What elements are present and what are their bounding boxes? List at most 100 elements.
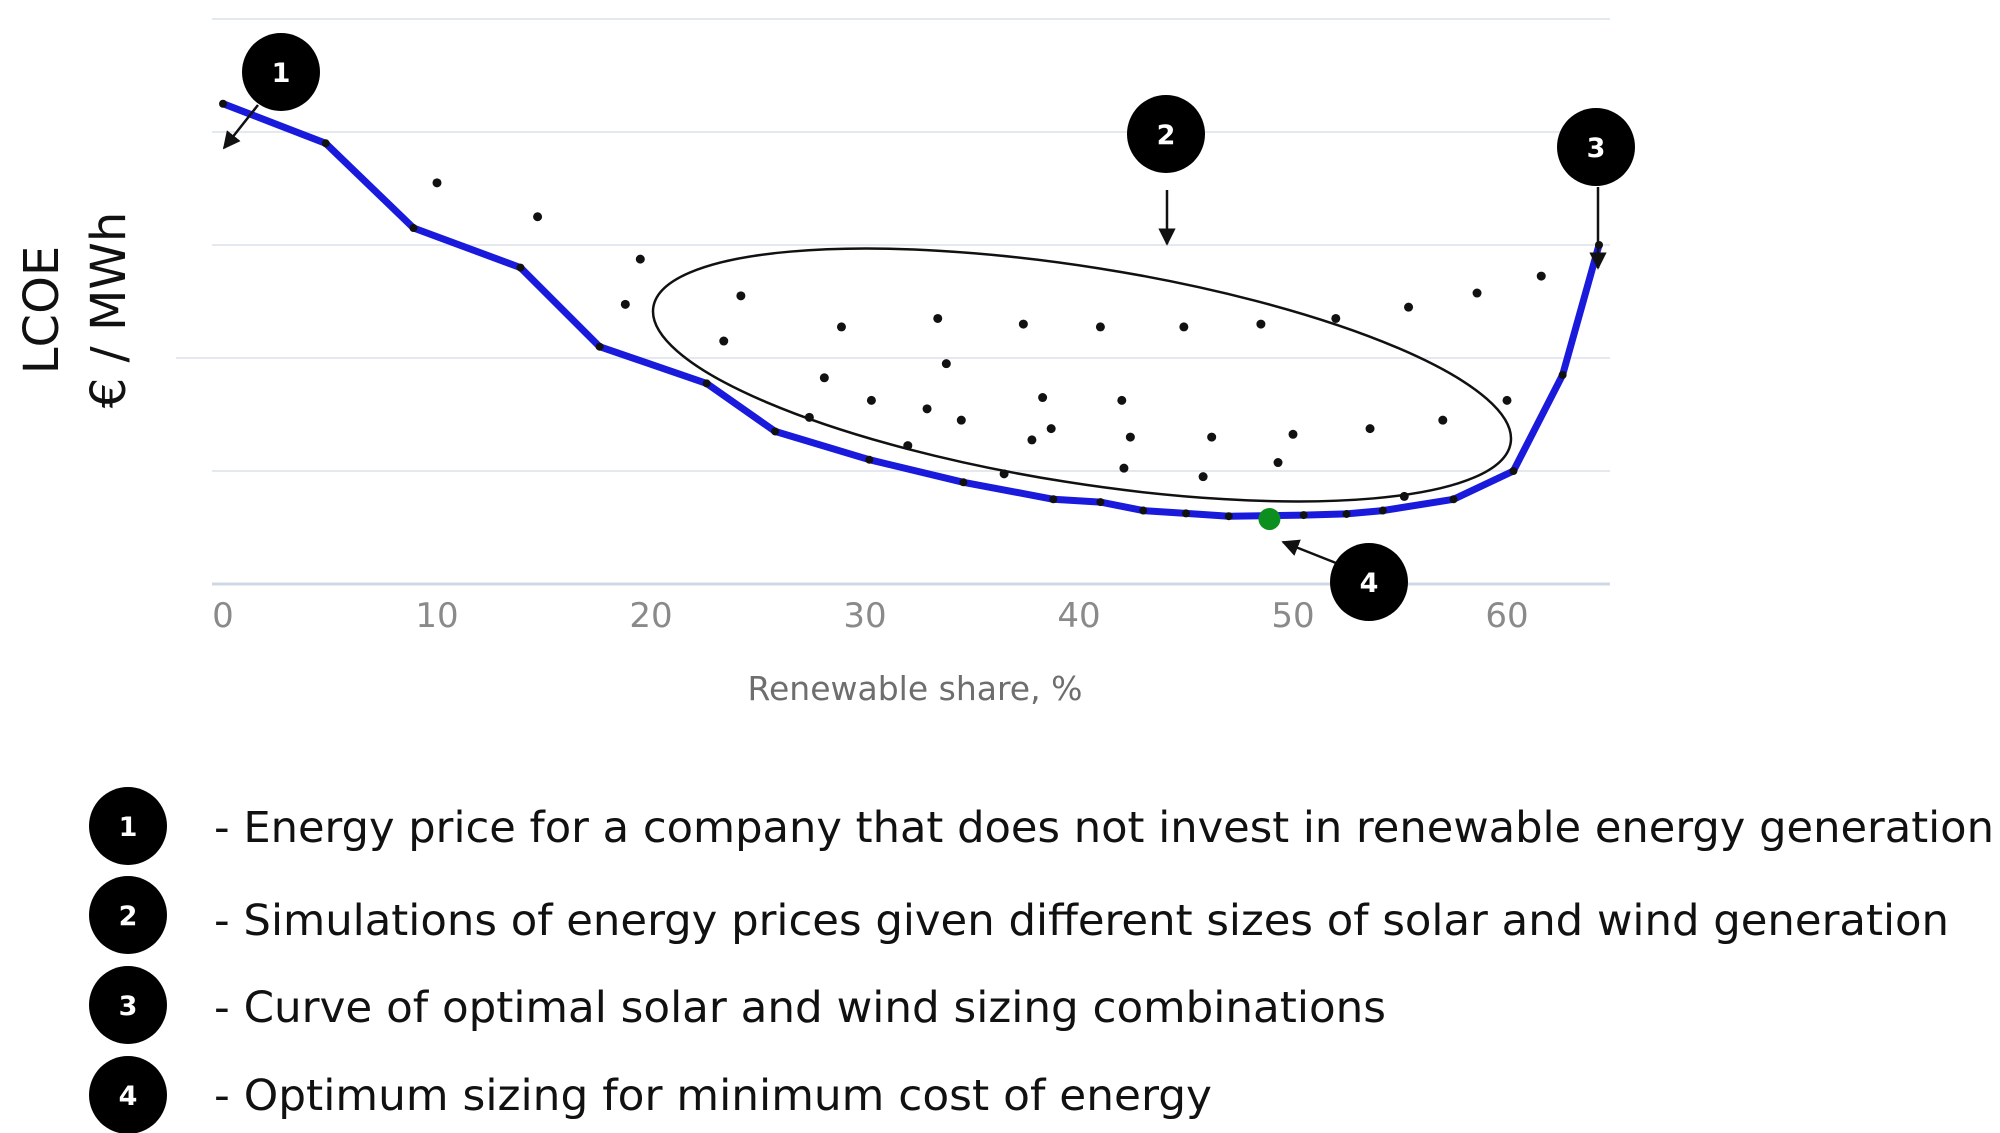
x-tick-labels: 0 10 20 30 40 50 60: [212, 596, 1528, 636]
annotation-1-arrow: [222, 104, 259, 150]
curve-point: [1182, 509, 1190, 518]
simulation-point: [719, 336, 729, 346]
legend-badge: [89, 787, 167, 865]
curve-point: [219, 99, 227, 108]
simulation-point: [1502, 395, 1512, 405]
legend-text: - Energy price for a company that does n…: [214, 803, 1994, 853]
curve-point: [595, 342, 604, 351]
legend-item: 3 - Curve of optimal solar and wind sizi…: [89, 966, 1386, 1044]
curve-point: [1096, 498, 1105, 507]
curve-point: [771, 427, 780, 436]
simulation-point: [1038, 393, 1048, 403]
y-axis-label: LCOE € / MWh: [14, 212, 137, 409]
simulation-point: [922, 404, 932, 414]
simulation-point: [941, 359, 951, 369]
simulation-point: [1119, 463, 1129, 473]
legend-badge-number: 4: [119, 1081, 138, 1112]
x-tick-label: 50: [1271, 596, 1314, 636]
simulation-point: [1273, 458, 1283, 468]
curve-point: [702, 379, 711, 388]
annotation-3-badge: [1557, 108, 1635, 186]
simulation-point: [956, 415, 966, 425]
simulation-point: [1472, 288, 1482, 298]
curve-point: [1509, 467, 1518, 475]
optimal-curve-points: [219, 99, 1604, 521]
legend-badge: [89, 966, 167, 1044]
legend-badge-number: 3: [119, 991, 138, 1022]
optimal-curve-line: [221, 100, 1603, 520]
annotation-2: 2: [1127, 95, 1205, 246]
legend-badge-number: 2: [119, 901, 138, 932]
simulation-point: [1536, 271, 1546, 281]
simulation-ellipse: [651, 247, 1513, 503]
annotation-2-number: 2: [1157, 120, 1176, 151]
annotation-4-badge: [1330, 543, 1408, 621]
y-axis-label-line-1: LCOE: [14, 246, 70, 374]
curve-point: [1224, 512, 1233, 521]
simulation-point: [635, 254, 645, 264]
annotation-4-arrow: [1281, 539, 1337, 565]
annotation-1-number: 1: [272, 58, 291, 89]
curve-point: [1049, 495, 1058, 504]
legend-text: - Curve of optimal solar and wind sizing…: [214, 983, 1386, 1033]
legend: 1 - Energy price for a company that does…: [89, 787, 1994, 1133]
curve-point: [1299, 511, 1308, 520]
annotation-1: 1: [222, 33, 320, 150]
simulation-point: [1018, 319, 1028, 329]
simulation-point: [836, 322, 846, 332]
optimum-point: [1258, 508, 1281, 531]
legend-item: 2 - Simulations of energy prices given d…: [89, 876, 1949, 954]
x-tick-label: 20: [629, 596, 672, 636]
curve-point: [1139, 506, 1148, 515]
curve-point: [1378, 506, 1387, 515]
x-tick-label: 30: [843, 596, 886, 636]
simulation-point: [1331, 313, 1341, 323]
simulation-point: [1027, 435, 1037, 445]
simulation-point: [533, 212, 543, 222]
curve-point: [1558, 370, 1567, 379]
annotation-2-badge: [1127, 95, 1205, 173]
simulation-point: [933, 313, 943, 323]
simulation-point: [1179, 322, 1189, 332]
annotation-3: 3: [1557, 108, 1635, 270]
legend-item: 4 - Optimum sizing for minimum cost of e…: [89, 1056, 1212, 1133]
curve-point: [1449, 495, 1458, 504]
simulation-point: [736, 291, 746, 301]
x-tick-label: 60: [1485, 596, 1528, 636]
simulation-point: [620, 299, 630, 309]
simulation-point: [1117, 395, 1127, 405]
legend-text: - Simulations of energy prices given dif…: [214, 896, 1949, 946]
legend-text: - Optimum sizing for minimum cost of ene…: [214, 1071, 1212, 1121]
simulation-point: [432, 178, 442, 188]
x-tick-label: 10: [415, 596, 458, 636]
simulation-point: [819, 373, 829, 383]
simulation-point: [1207, 432, 1217, 442]
simulation-point: [1125, 432, 1135, 442]
simulation-point: [866, 395, 876, 405]
curve-point: [865, 455, 874, 464]
annotation-3-number: 3: [1587, 133, 1606, 164]
x-tick-label: 40: [1057, 596, 1100, 636]
x-axis-label: Renewable share, %: [748, 669, 1083, 708]
legend-badge: [89, 876, 167, 954]
curve-point: [409, 224, 418, 233]
legend-badge: [89, 1056, 167, 1133]
annotation-4-number: 4: [1360, 568, 1379, 599]
annotation-4: 4: [1281, 539, 1408, 621]
simulation-point: [1288, 429, 1298, 439]
curve-point: [1342, 509, 1351, 518]
curve-point: [959, 478, 968, 487]
simulation-point: [1404, 302, 1414, 312]
x-tick-label: 0: [212, 596, 234, 636]
simulation-point: [1365, 424, 1375, 434]
simulation-point: [1095, 322, 1105, 332]
simulation-point: [1046, 424, 1056, 434]
legend-item: 1 - Energy price for a company that does…: [89, 787, 1994, 865]
simulation-point: [1198, 472, 1208, 482]
y-axis-label-line-2: € / MWh: [81, 212, 137, 409]
simulation-point: [1256, 319, 1266, 329]
curve-point: [321, 139, 330, 148]
annotation-1-badge: [242, 33, 320, 111]
simulation-point: [1438, 415, 1448, 425]
